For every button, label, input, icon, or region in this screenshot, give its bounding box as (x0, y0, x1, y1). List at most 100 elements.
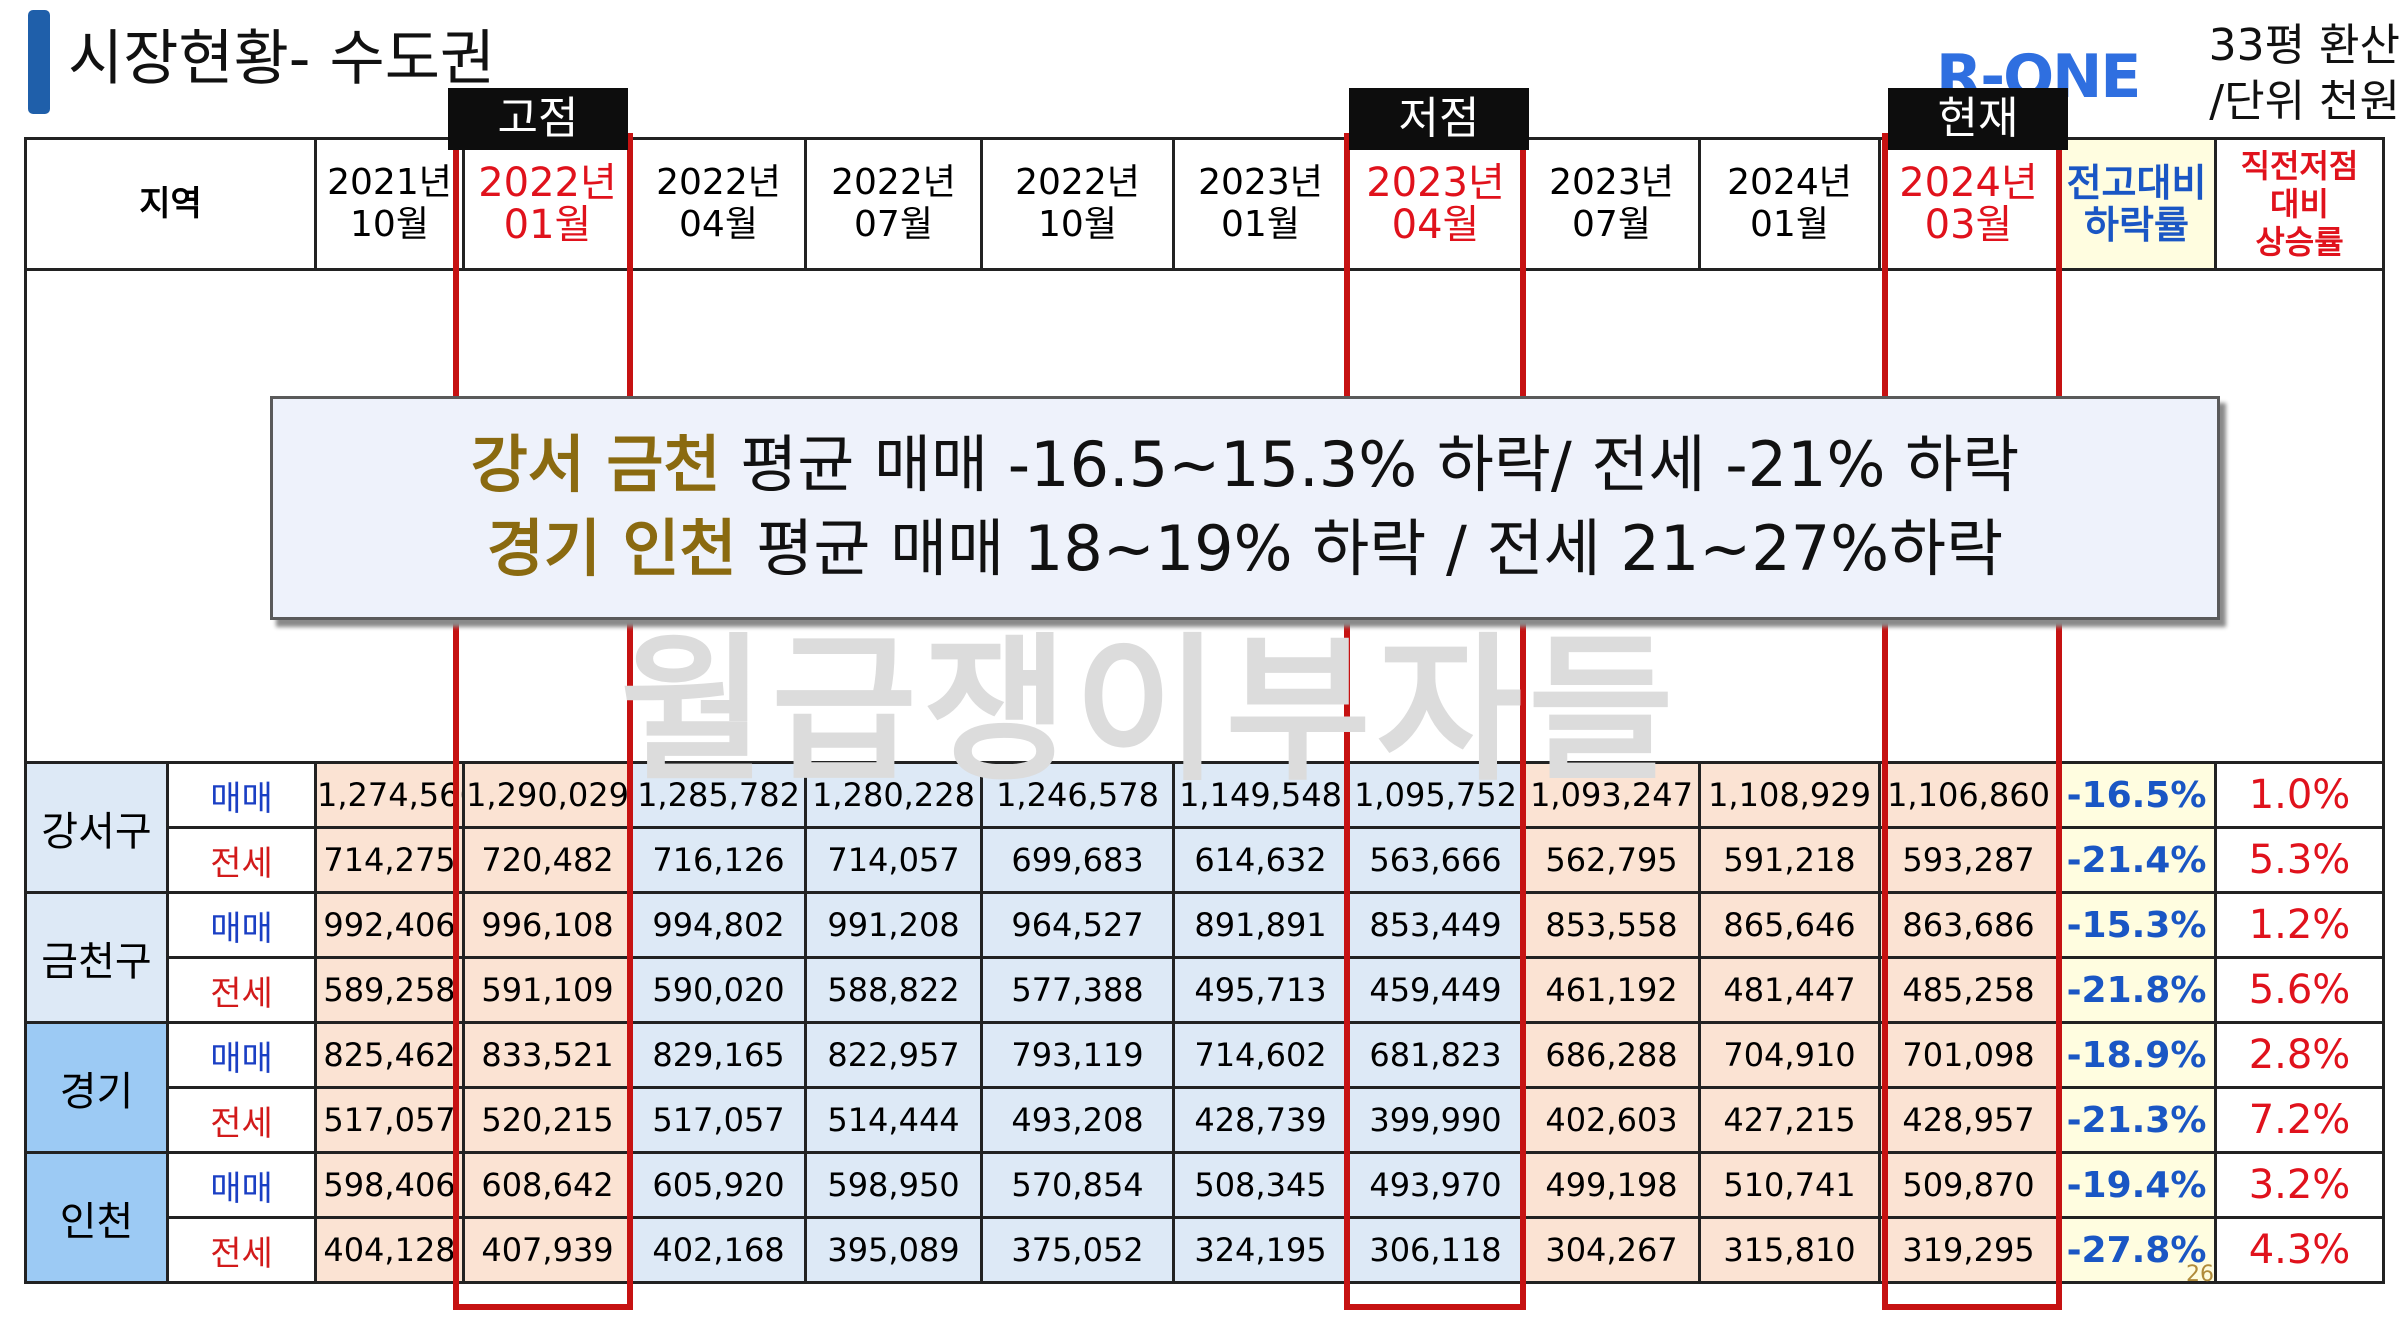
price-cell: 686,288 (1522, 1021, 1701, 1089)
price-cell: 428,739 (1172, 1086, 1349, 1154)
watermark: 월급쟁이부자들 (620, 619, 1680, 803)
rise-rate-header: 직전저점 대비 상승률 (2214, 137, 2385, 271)
unit-note: 33평 환산 /단위 천원 (2130, 18, 2400, 130)
jeonse-label: 전세 (166, 1216, 317, 1284)
price-cell: 395,089 (804, 1216, 983, 1284)
unit-note-line1: 33평 환산 (2208, 20, 2400, 71)
date-header: 2023년 01월 (1172, 137, 1349, 271)
jeonse-label: 전세 (166, 956, 317, 1024)
rise-rate-cell: 5.3% (2214, 826, 2385, 894)
price-cell: 716,126 (630, 826, 807, 894)
price-cell: 793,119 (980, 1021, 1175, 1089)
price-cell: 577,388 (980, 956, 1175, 1024)
price-cell: 701,098 (1878, 1021, 2059, 1089)
price-cell: 495,713 (1172, 956, 1349, 1024)
price-cell: 714,275 (314, 826, 465, 894)
date-header: 2022년 07월 (804, 137, 983, 271)
date-header: 2021년 10월 (314, 137, 465, 271)
price-cell: 481,447 (1698, 956, 1881, 1024)
sale-label: 매매 (166, 891, 317, 959)
price-cell: 1,246,578 (980, 761, 1175, 829)
unit-note-line2: /단위 천원 (2209, 76, 2400, 127)
drop-rate-cell: -19.4% (2056, 1151, 2217, 1219)
price-cell: 714,057 (804, 826, 983, 894)
price-cell: 485,258 (1878, 956, 2059, 1024)
price-cell: 992,406 (314, 891, 465, 959)
drop-rate-cell: -27.8% (2056, 1216, 2217, 1284)
price-cell: 404,128 (314, 1216, 465, 1284)
price-cell: 1,285,782 (630, 761, 807, 829)
table-row: 전세 517,057 520,215 517,057 514,444 493,208 428… (26, 1086, 2385, 1154)
rise-rate-cell: 7.2% (2214, 1086, 2385, 1154)
rise-rate-cell: 2.8% (2214, 1021, 2385, 1089)
callout-line1: 강서 금천 평균 매매 -16.5~15.3% 하락/ 전세 -21% 하락 (470, 428, 2020, 501)
date-header-current: 2024년 03월 (1878, 137, 2059, 271)
price-cell: 570,854 (980, 1151, 1175, 1219)
date-header: 2024년 01월 (1698, 137, 1881, 271)
table-row: 전세 589,258 591,109 590,020 588,822 577,388 495… (26, 956, 2385, 1024)
price-cell: 402,603 (1522, 1086, 1701, 1154)
price-cell: 319,295 (1878, 1216, 2059, 1284)
callout-line2: 경기 인천 평균 매매 18~19% 하락 / 전세 21~27%하락 (486, 512, 2004, 585)
date-header: 2022년 04월 (630, 137, 807, 271)
price-cell: 517,057 (314, 1086, 465, 1154)
jeonse-label: 전세 (166, 1086, 317, 1154)
price-cell: 459,449 (1346, 956, 1525, 1024)
price-cell: 588,822 (804, 956, 983, 1024)
price-cell: 427,215 (1698, 1086, 1881, 1154)
rise-rate-cell: 5.6% (2214, 956, 2385, 1024)
jeonse-label: 전세 (166, 826, 317, 894)
header-row: 지역 2021년 10월 2022년 01월 2022년 04월 2022년 07월 2… (24, 137, 2385, 271)
price-cell: 681,823 (1346, 1021, 1525, 1089)
price-cell: 863,686 (1878, 891, 2059, 959)
page-number: 26 (2186, 1262, 2214, 1287)
price-cell: 590,020 (630, 956, 807, 1024)
price-cell: 509,870 (1878, 1151, 2059, 1219)
price-cell: 407,939 (462, 1216, 633, 1284)
price-cell: 517,057 (630, 1086, 807, 1154)
price-cell: 563,666 (1346, 826, 1525, 894)
region-name: 인천 (24, 1151, 169, 1284)
price-cell: 605,920 (630, 1151, 807, 1219)
price-cell: 994,802 (630, 891, 807, 959)
table-row: 금천구 매매 992,406 996,108 994,802 991,208 964,527… (24, 891, 2385, 1024)
price-cell: 825,462 (314, 1021, 465, 1089)
price-cell: 991,208 (804, 891, 983, 959)
table-row: 인천 매매 598,406 608,642 605,920 598,950 570,854 5… (24, 1151, 2385, 1284)
price-cell: 493,208 (980, 1086, 1175, 1154)
price-cell: 891,891 (1172, 891, 1349, 959)
price-cell: 853,449 (1346, 891, 1525, 959)
price-cell: 461,192 (1522, 956, 1701, 1024)
drop-rate-cell: -18.9% (2056, 1021, 2217, 1089)
table-row: 전세 404,128 407,939 402,168 395,089 375,052 324… (26, 1216, 2385, 1284)
price-cell: 402,168 (630, 1216, 807, 1284)
sale-label: 매매 (166, 1021, 317, 1089)
sale-label: 매매 (166, 761, 317, 829)
price-cell: 853,558 (1522, 891, 1701, 959)
date-header-low: 2023년 04월 (1346, 137, 1525, 271)
price-cell: 1,290,029 (462, 761, 633, 829)
drop-rate-cell: -15.3% (2056, 891, 2217, 959)
price-cell: 1,149,548 (1172, 761, 1349, 829)
price-cell: 324,195 (1172, 1216, 1349, 1284)
price-cell: 520,215 (462, 1086, 633, 1154)
price-cell: 996,108 (462, 891, 633, 959)
price-cell: 833,521 (462, 1021, 633, 1089)
price-cell: 508,345 (1172, 1151, 1349, 1219)
region-name: 경기 (24, 1021, 169, 1154)
price-cell: 964,527 (980, 891, 1175, 959)
rise-rate-cell: 1.2% (2214, 891, 2385, 959)
drop-rate-cell: -21.4% (2056, 826, 2217, 894)
date-header: 2023년 07월 (1522, 137, 1701, 271)
price-cell: 1,108,929 (1698, 761, 1881, 829)
price-cell: 562,795 (1522, 826, 1701, 894)
price-cell: 598,950 (804, 1151, 983, 1219)
price-cell: 1,280,228 (804, 761, 983, 829)
rise-rate-cell: 1.0% (2214, 761, 2385, 829)
table-row: 경기 매매 825,462 833,521 829,165 822,957 793,119 7… (24, 1021, 2385, 1154)
price-cell: 608,642 (462, 1151, 633, 1219)
date-header-high: 2022년 01월 (462, 137, 633, 271)
price-cell: 306,118 (1346, 1216, 1525, 1284)
drop-rate-cell: -16.5% (2056, 761, 2217, 829)
rise-rate-cell: 3.2% (2214, 1151, 2385, 1219)
